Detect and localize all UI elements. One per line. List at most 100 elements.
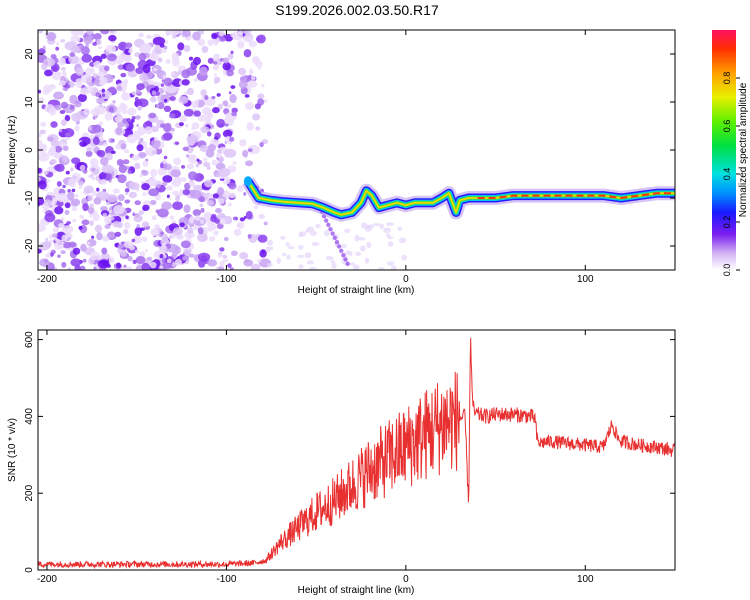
- snr-x-ticks: -200 -100 0 100: [37, 330, 594, 585]
- heatmap-noise-blob: [116, 262, 122, 269]
- heatmap-noise-blob: [212, 53, 219, 61]
- heatmap-noise-blob: [128, 49, 133, 54]
- heatmap-noise-blob: [157, 102, 165, 110]
- heatmap-noise-blob: [229, 136, 235, 142]
- heatmap-noise-blob: [92, 213, 100, 222]
- snr-panel: -200 -100 0 100 0 200 400 600 Height of straig…: [7, 329, 676, 596]
- heatmap-noise-blob: [247, 144, 261, 155]
- heatmap-noise-blob: [197, 232, 208, 243]
- heatmap-noise-blob: [182, 256, 188, 261]
- heatmap-noise-blob: [183, 249, 191, 257]
- heatmap-noise-blob: [239, 252, 249, 260]
- heatmap-noise-blob: [121, 89, 126, 93]
- heatmap-noise-blob: [222, 254, 228, 259]
- heatmap-noise-blob: [79, 214, 85, 220]
- heatmap-noise-blob: [199, 218, 205, 225]
- heatmap-noise-blob: [69, 104, 75, 110]
- heatmap-noise-blob: [144, 249, 148, 253]
- heatmap-noise-blob: [214, 73, 217, 77]
- heatmap-noise-blob: [101, 247, 108, 255]
- heatmap-noise-blob: [129, 245, 135, 251]
- heatmap-streak-blob: [341, 252, 346, 258]
- heatmap-noise-blob: [188, 56, 194, 61]
- y-tick-label: 0: [24, 567, 35, 573]
- heatmap-noise-blob: [230, 85, 236, 89]
- snr-frame: [37, 329, 676, 571]
- spectrogram-x-label: Height of straight line (km): [298, 285, 415, 296]
- heatmap-noise-blob: [45, 202, 49, 206]
- heatmap-noise-blob: [386, 222, 394, 227]
- heatmap-noise-blob: [142, 64, 151, 74]
- heatmap-noise-blob: [126, 118, 131, 122]
- heatmap-noise-blob: [96, 38, 102, 46]
- heatmap-noise-blob: [90, 167, 96, 172]
- heatmap-noise-blob: [54, 163, 65, 172]
- heatmap-noise-blob: [123, 149, 130, 154]
- heatmap-noise-blob: [165, 59, 171, 64]
- heatmap-noise-blob: [38, 167, 42, 174]
- heatmap-noise-blob: [254, 103, 261, 110]
- heatmap-noise-blob: [159, 43, 165, 48]
- heatmap-noise-blob: [82, 203, 89, 212]
- heatmap-noise-blob: [341, 244, 347, 249]
- heatmap-noise-blob: [163, 77, 173, 87]
- heatmap-noise-blob: [219, 260, 225, 267]
- heatmap-noise-blob: [171, 178, 182, 187]
- heatmap-noise-blob: [206, 131, 212, 137]
- heatmap-noise-blob: [60, 39, 66, 43]
- heatmap-noise-blob: [197, 38, 205, 46]
- heatmap-noise-blob: [93, 62, 98, 66]
- heatmap-noise-blob: [184, 182, 191, 191]
- heatmap-noise-blob: [243, 215, 247, 220]
- heatmap-noise-blob: [43, 170, 49, 175]
- heatmap-noise-blob: [126, 134, 137, 144]
- heatmap-noise-blob: [125, 192, 129, 196]
- heatmap-noise-blob: [132, 259, 137, 264]
- heatmap-noise-blob: [157, 208, 169, 218]
- heatmap-noise-blob: [45, 237, 49, 242]
- heatmap-noise-blob: [222, 176, 231, 185]
- heatmap-noise-blob: [88, 174, 94, 179]
- heatmap-noise-blob: [139, 251, 146, 257]
- heatmap-noise-blob: [188, 253, 195, 258]
- heatmap-streak-blob: [323, 218, 329, 223]
- heatmap-noise-blob: [97, 259, 110, 269]
- heatmap-noise-blob: [223, 148, 237, 158]
- heatmap-noise-blob: [79, 88, 89, 95]
- heatmap-noise-blob: [150, 96, 157, 103]
- heatmap-noise-blob: [95, 131, 103, 138]
- heatmap-noise-blob: [49, 107, 57, 116]
- heatmap-noise-blob: [121, 92, 131, 101]
- heatmap-noise-blob: [169, 235, 173, 239]
- spectrogram-heatmap: [38, 30, 675, 270]
- heatmap-noise-blob: [311, 241, 320, 247]
- heatmap-noise-blob: [243, 192, 247, 196]
- heatmap-noise-blob: [171, 72, 175, 76]
- heatmap-noise-blob: [222, 100, 229, 107]
- heatmap-noise-blob: [127, 169, 132, 174]
- heatmap-noise-blob: [77, 180, 84, 187]
- heatmap-noise-blob: [114, 116, 123, 123]
- heatmap-noise-blob: [38, 180, 47, 190]
- spectrogram-y-label: Frequency (Hz): [7, 116, 18, 185]
- heatmap-noise-blob: [232, 216, 237, 221]
- heatmap-noise-blob: [104, 111, 113, 121]
- heatmap-noise-blob: [180, 240, 191, 249]
- heatmap-noise-blob: [304, 252, 312, 259]
- heatmap-noise-blob: [259, 249, 267, 258]
- heatmap-noise-blob: [197, 252, 211, 262]
- heatmap-noise-blob: [138, 210, 144, 215]
- heatmap-noise-blob: [134, 115, 141, 120]
- heatmap-noise-blob: [176, 87, 180, 91]
- heatmap-noise-blob: [71, 112, 81, 122]
- heatmap-noise-blob: [364, 257, 370, 264]
- heatmap-noise-blob: [219, 37, 226, 42]
- heatmap-noise-blob: [218, 30, 225, 37]
- heatmap-noise-blob: [177, 70, 182, 75]
- heatmap-noise-blob: [385, 233, 391, 238]
- heatmap-noise-blob: [89, 251, 101, 261]
- heatmap-noise-blob: [174, 141, 180, 145]
- heatmap-noise-blob: [58, 57, 66, 66]
- heatmap-noise-blob: [81, 219, 90, 226]
- heatmap-noise-blob: [192, 209, 202, 217]
